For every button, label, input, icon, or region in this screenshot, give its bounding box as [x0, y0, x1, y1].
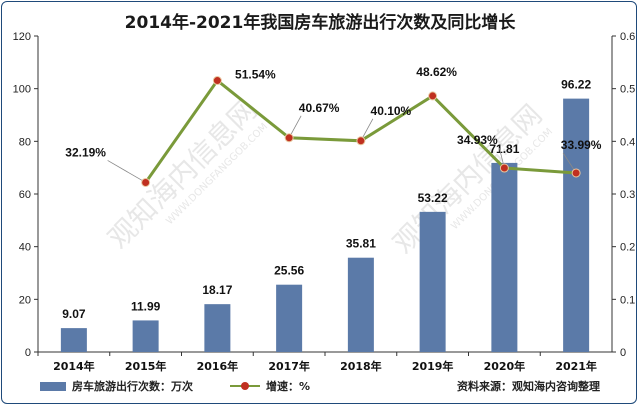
- x-tick-label: 2016年: [197, 359, 239, 373]
- y-left-tick-label: 40: [19, 242, 31, 254]
- watermark-text: 观知海内信息网: [387, 98, 549, 260]
- bar: [204, 304, 231, 352]
- x-tick-label: 2020年: [484, 359, 526, 373]
- legend-line-swatch: [230, 381, 260, 391]
- growth-point: [428, 91, 438, 101]
- y-right-tick-label: 0.5: [620, 84, 635, 96]
- bar-value-label: 53.22: [418, 191, 448, 205]
- bar: [276, 284, 303, 352]
- y-right-tick-label: 0.6: [620, 31, 635, 43]
- bar-value-label: 71.81: [489, 142, 519, 156]
- y-right-tick-label: 0: [620, 347, 626, 359]
- y-left-tick-label: 20: [19, 294, 31, 306]
- bar: [563, 98, 590, 352]
- bar: [132, 320, 159, 352]
- growth-value-label: 40.10%: [371, 104, 412, 118]
- bar-value-label: 25.56: [274, 264, 304, 278]
- x-tick-label: 2018年: [340, 359, 382, 373]
- x-tick-label: 2015年: [125, 359, 167, 373]
- legend-item-line: 增速：%: [230, 378, 310, 394]
- legend-line-label: 增速：%: [266, 380, 311, 393]
- y-right-tick-label: 0.2: [620, 242, 635, 254]
- growth-point: [284, 133, 294, 143]
- bar-value-label: 11.99: [131, 299, 161, 313]
- x-tick-label: 2017年: [268, 359, 310, 373]
- y-right-tick-label: 0.1: [620, 294, 635, 306]
- growth-point: [571, 168, 581, 178]
- legend-item-bar: 房车旅游出行次数：万次: [40, 378, 193, 394]
- bar: [419, 211, 446, 352]
- y-left-tick-label: 60: [19, 189, 31, 201]
- bar-value-label: 35.81: [346, 237, 376, 251]
- bar: [491, 162, 518, 352]
- y-left-tick-label: 80: [19, 136, 31, 148]
- growth-value-label: 33.99%: [561, 138, 602, 152]
- x-tick-label: 2021年: [555, 359, 597, 373]
- growth-point: [212, 76, 222, 86]
- x-tick-label: 2019年: [412, 359, 454, 373]
- legend-bar-label: 房车旅游出行次数：万次: [72, 380, 193, 393]
- chart-title: 2014年-2021年我国房车旅游出行次数及同比增长: [124, 13, 516, 33]
- x-tick-label: 2014年: [53, 359, 95, 373]
- growth-label-leader: [107, 160, 146, 183]
- source-note: 资料来源：观知海内咨询整理: [457, 380, 600, 393]
- growth-value-label: 48.62%: [416, 65, 457, 79]
- bar-value-label: 9.07: [62, 307, 86, 321]
- growth-value-label: 51.54%: [235, 68, 276, 82]
- growth-value-label: 40.67%: [299, 101, 340, 115]
- y-right-tick-label: 0.4: [620, 136, 635, 148]
- y-left-tick-label: 120: [13, 31, 31, 43]
- y-left-tick-label: 100: [13, 84, 31, 96]
- bar-value-label: 18.17: [202, 283, 232, 297]
- bar: [347, 257, 374, 352]
- growth-point: [356, 136, 366, 146]
- y-right-tick-label: 0.3: [620, 189, 635, 201]
- legend-bar-swatch: [40, 381, 66, 391]
- growth-point: [141, 177, 151, 187]
- growth-value-label: 34.93%: [457, 133, 498, 147]
- legend: 房车旅游出行次数：万次 增速：%: [40, 378, 620, 394]
- bar-value-label: 96.22: [561, 78, 591, 92]
- bar: [60, 328, 87, 352]
- growth-point: [499, 163, 509, 173]
- y-left-tick-label: 0: [25, 347, 31, 359]
- growth-value-label: 32.19%: [65, 145, 106, 159]
- watermark-text: 观知海内信息网: [102, 93, 264, 255]
